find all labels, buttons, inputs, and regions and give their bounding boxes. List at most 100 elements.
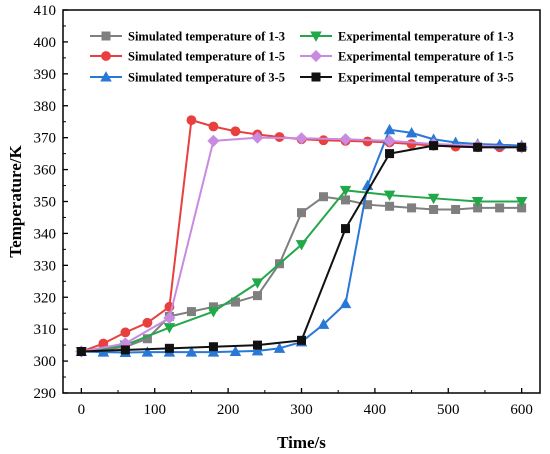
data-point: [362, 136, 373, 147]
data-point: [208, 342, 218, 352]
legend-item: Simulated temperature of 1-3: [90, 30, 285, 44]
data-point: [383, 134, 396, 147]
data-point: [185, 346, 198, 357]
data-point: [427, 193, 440, 205]
data-point: [383, 190, 396, 201]
x-tick-label: 300: [290, 402, 313, 418]
data-point: [339, 185, 352, 197]
legend-item: Experimental temperature of 3-5: [300, 71, 514, 85]
series-2: [76, 115, 527, 357]
legend-label: Simulated temperature of 1-3: [128, 30, 285, 44]
y-tick-label: 370: [34, 131, 57, 147]
y-tick-label: 400: [34, 35, 57, 51]
series-6: [76, 141, 527, 357]
data-point: [163, 311, 176, 325]
data-point: [471, 197, 484, 208]
data-point: [339, 297, 352, 309]
data-point: [251, 278, 264, 289]
legend-item: Simulated temperature of 3-5: [90, 71, 285, 85]
data-point: [142, 317, 153, 328]
data-point: [230, 126, 241, 137]
data-point: [339, 133, 352, 146]
y-tick-label: 300: [34, 354, 57, 370]
data-point: [251, 131, 264, 144]
legend: Simulated temperature of 1-3 Simulated te…: [90, 30, 514, 85]
series-line: [81, 119, 522, 353]
data-point: [318, 135, 329, 146]
data-point: [385, 201, 395, 211]
data-point: [473, 142, 483, 152]
data-point: [76, 347, 86, 357]
legend-label: Simulated temperature of 1-5: [128, 50, 285, 64]
series-layer: [75, 115, 528, 358]
data-point: [296, 335, 306, 345]
data-point: [252, 340, 262, 350]
legend-marker: [311, 72, 321, 82]
data-point: [295, 132, 308, 145]
legend-item: Simulated temperature of 1-5: [90, 50, 285, 64]
data-point: [141, 346, 154, 357]
data-point: [429, 204, 439, 214]
data-point: [273, 342, 286, 353]
y-tick-label: 410: [34, 3, 57, 19]
x-tick-label: 500: [437, 402, 460, 418]
data-point: [120, 327, 131, 338]
data-point: [296, 208, 306, 218]
series-line: [81, 195, 522, 353]
legend-marker: [310, 31, 322, 42]
data-point: [186, 307, 196, 317]
data-point: [120, 345, 130, 355]
data-point: [207, 307, 220, 318]
data-point: [229, 345, 242, 357]
y-axis-title: Temperature/K: [6, 145, 25, 258]
data-point: [186, 115, 197, 126]
data-point: [251, 345, 264, 356]
data-point: [208, 121, 219, 132]
x-tick-label: 200: [217, 402, 240, 418]
data-point: [429, 141, 439, 151]
data-point: [406, 139, 417, 149]
legend-label: Experimental temperature of 3-5: [338, 71, 514, 85]
data-point: [295, 240, 308, 251]
legend-label: Experimental temperature of 1-3: [338, 30, 514, 44]
data-point: [164, 343, 174, 353]
legend-marker: [101, 31, 111, 41]
y-tick-label: 380: [34, 99, 57, 115]
data-point: [317, 318, 330, 329]
data-point: [319, 192, 329, 202]
legend-item: Experimental temperature of 1-5: [300, 50, 514, 64]
data-point: [451, 204, 461, 214]
axes: 0 100 200 300 400 500 600 290 300 310 320 330 340 350…: [34, 3, 533, 418]
legend-item: Experimental temperature of 1-3: [300, 30, 514, 44]
y-tick-label: 310: [34, 322, 57, 338]
data-point: [407, 203, 417, 213]
legend-marker: [309, 49, 323, 63]
data-point: [405, 127, 418, 138]
y-tick-label: 320: [34, 290, 57, 306]
data-point: [252, 291, 262, 301]
data-point: [207, 346, 220, 357]
x-tick-label: 100: [143, 402, 166, 418]
x-axis-title: Time/s: [277, 433, 326, 452]
x-tick-label: 400: [364, 402, 387, 418]
legend-marker: [101, 51, 111, 61]
y-tick-label: 330: [34, 258, 57, 274]
legend-marker: [100, 71, 112, 82]
x-tick-label: 0: [78, 402, 86, 418]
data-point: [515, 197, 528, 208]
y-tick-label: 340: [34, 226, 57, 242]
x-tick-label: 600: [510, 402, 533, 418]
data-point: [383, 123, 396, 135]
legend-label: Experimental temperature of 1-5: [338, 50, 514, 64]
y-tick-label: 360: [34, 163, 57, 179]
data-point: [385, 149, 395, 159]
legend-label: Simulated temperature of 3-5: [128, 71, 285, 85]
data-point: [341, 224, 351, 234]
data-point: [207, 134, 220, 147]
series-1: [76, 192, 527, 357]
y-tick-label: 290: [34, 386, 57, 402]
data-point: [341, 195, 351, 205]
y-tick-label: 390: [34, 67, 57, 83]
data-point: [495, 203, 505, 213]
